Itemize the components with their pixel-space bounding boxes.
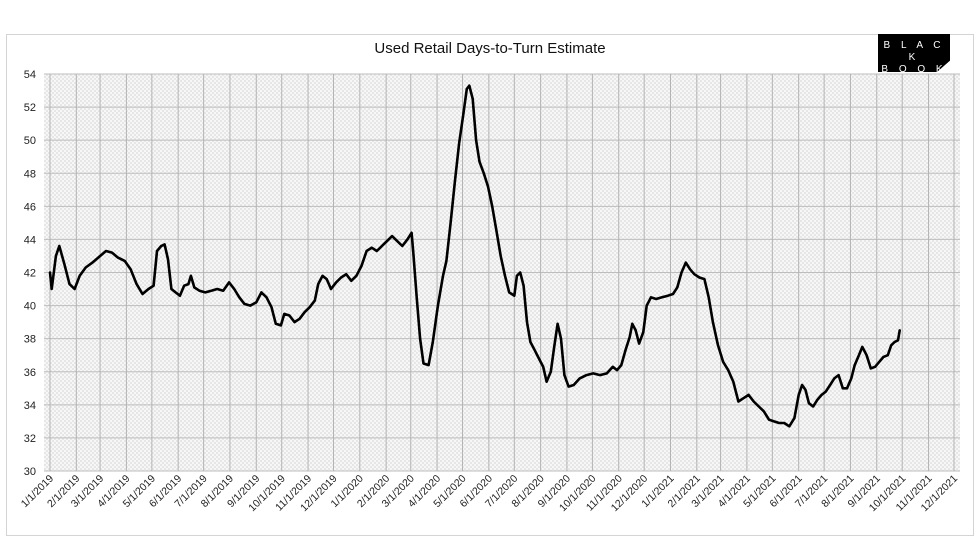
y-tick-label: 50 <box>24 135 36 147</box>
y-tick-label: 32 <box>24 433 36 445</box>
grid-lines <box>44 73 960 472</box>
y-tick-label: 30 <box>24 466 36 478</box>
y-tick-label: 38 <box>24 334 36 346</box>
y-tick-label: 54 <box>24 69 36 81</box>
y-axis: 30 32 34 36 38 40 42 44 46 48 50 52 54 <box>24 69 36 478</box>
chart-title: Used Retail Days-to-Turn Estimate <box>374 40 606 57</box>
y-tick-label: 40 <box>24 301 36 313</box>
logo-line-1: B L A C K <box>883 40 945 63</box>
y-tick-label: 36 <box>24 367 36 379</box>
logo-line-2: B O O K <box>881 64 947 75</box>
black-book-logo: B L A C K B O O K <box>878 34 950 72</box>
x-axis: 1/1/20192/1/20193/1/20194/1/20195/1/2019… <box>19 473 960 515</box>
series-line <box>48 84 901 428</box>
y-tick-label: 48 <box>24 168 36 180</box>
y-tick-label: 46 <box>24 201 36 213</box>
y-tick-label: 52 <box>24 102 36 114</box>
y-tick-label: 42 <box>24 268 36 280</box>
y-tick-label: 44 <box>24 234 36 246</box>
y-tick-label: 34 <box>24 400 36 412</box>
